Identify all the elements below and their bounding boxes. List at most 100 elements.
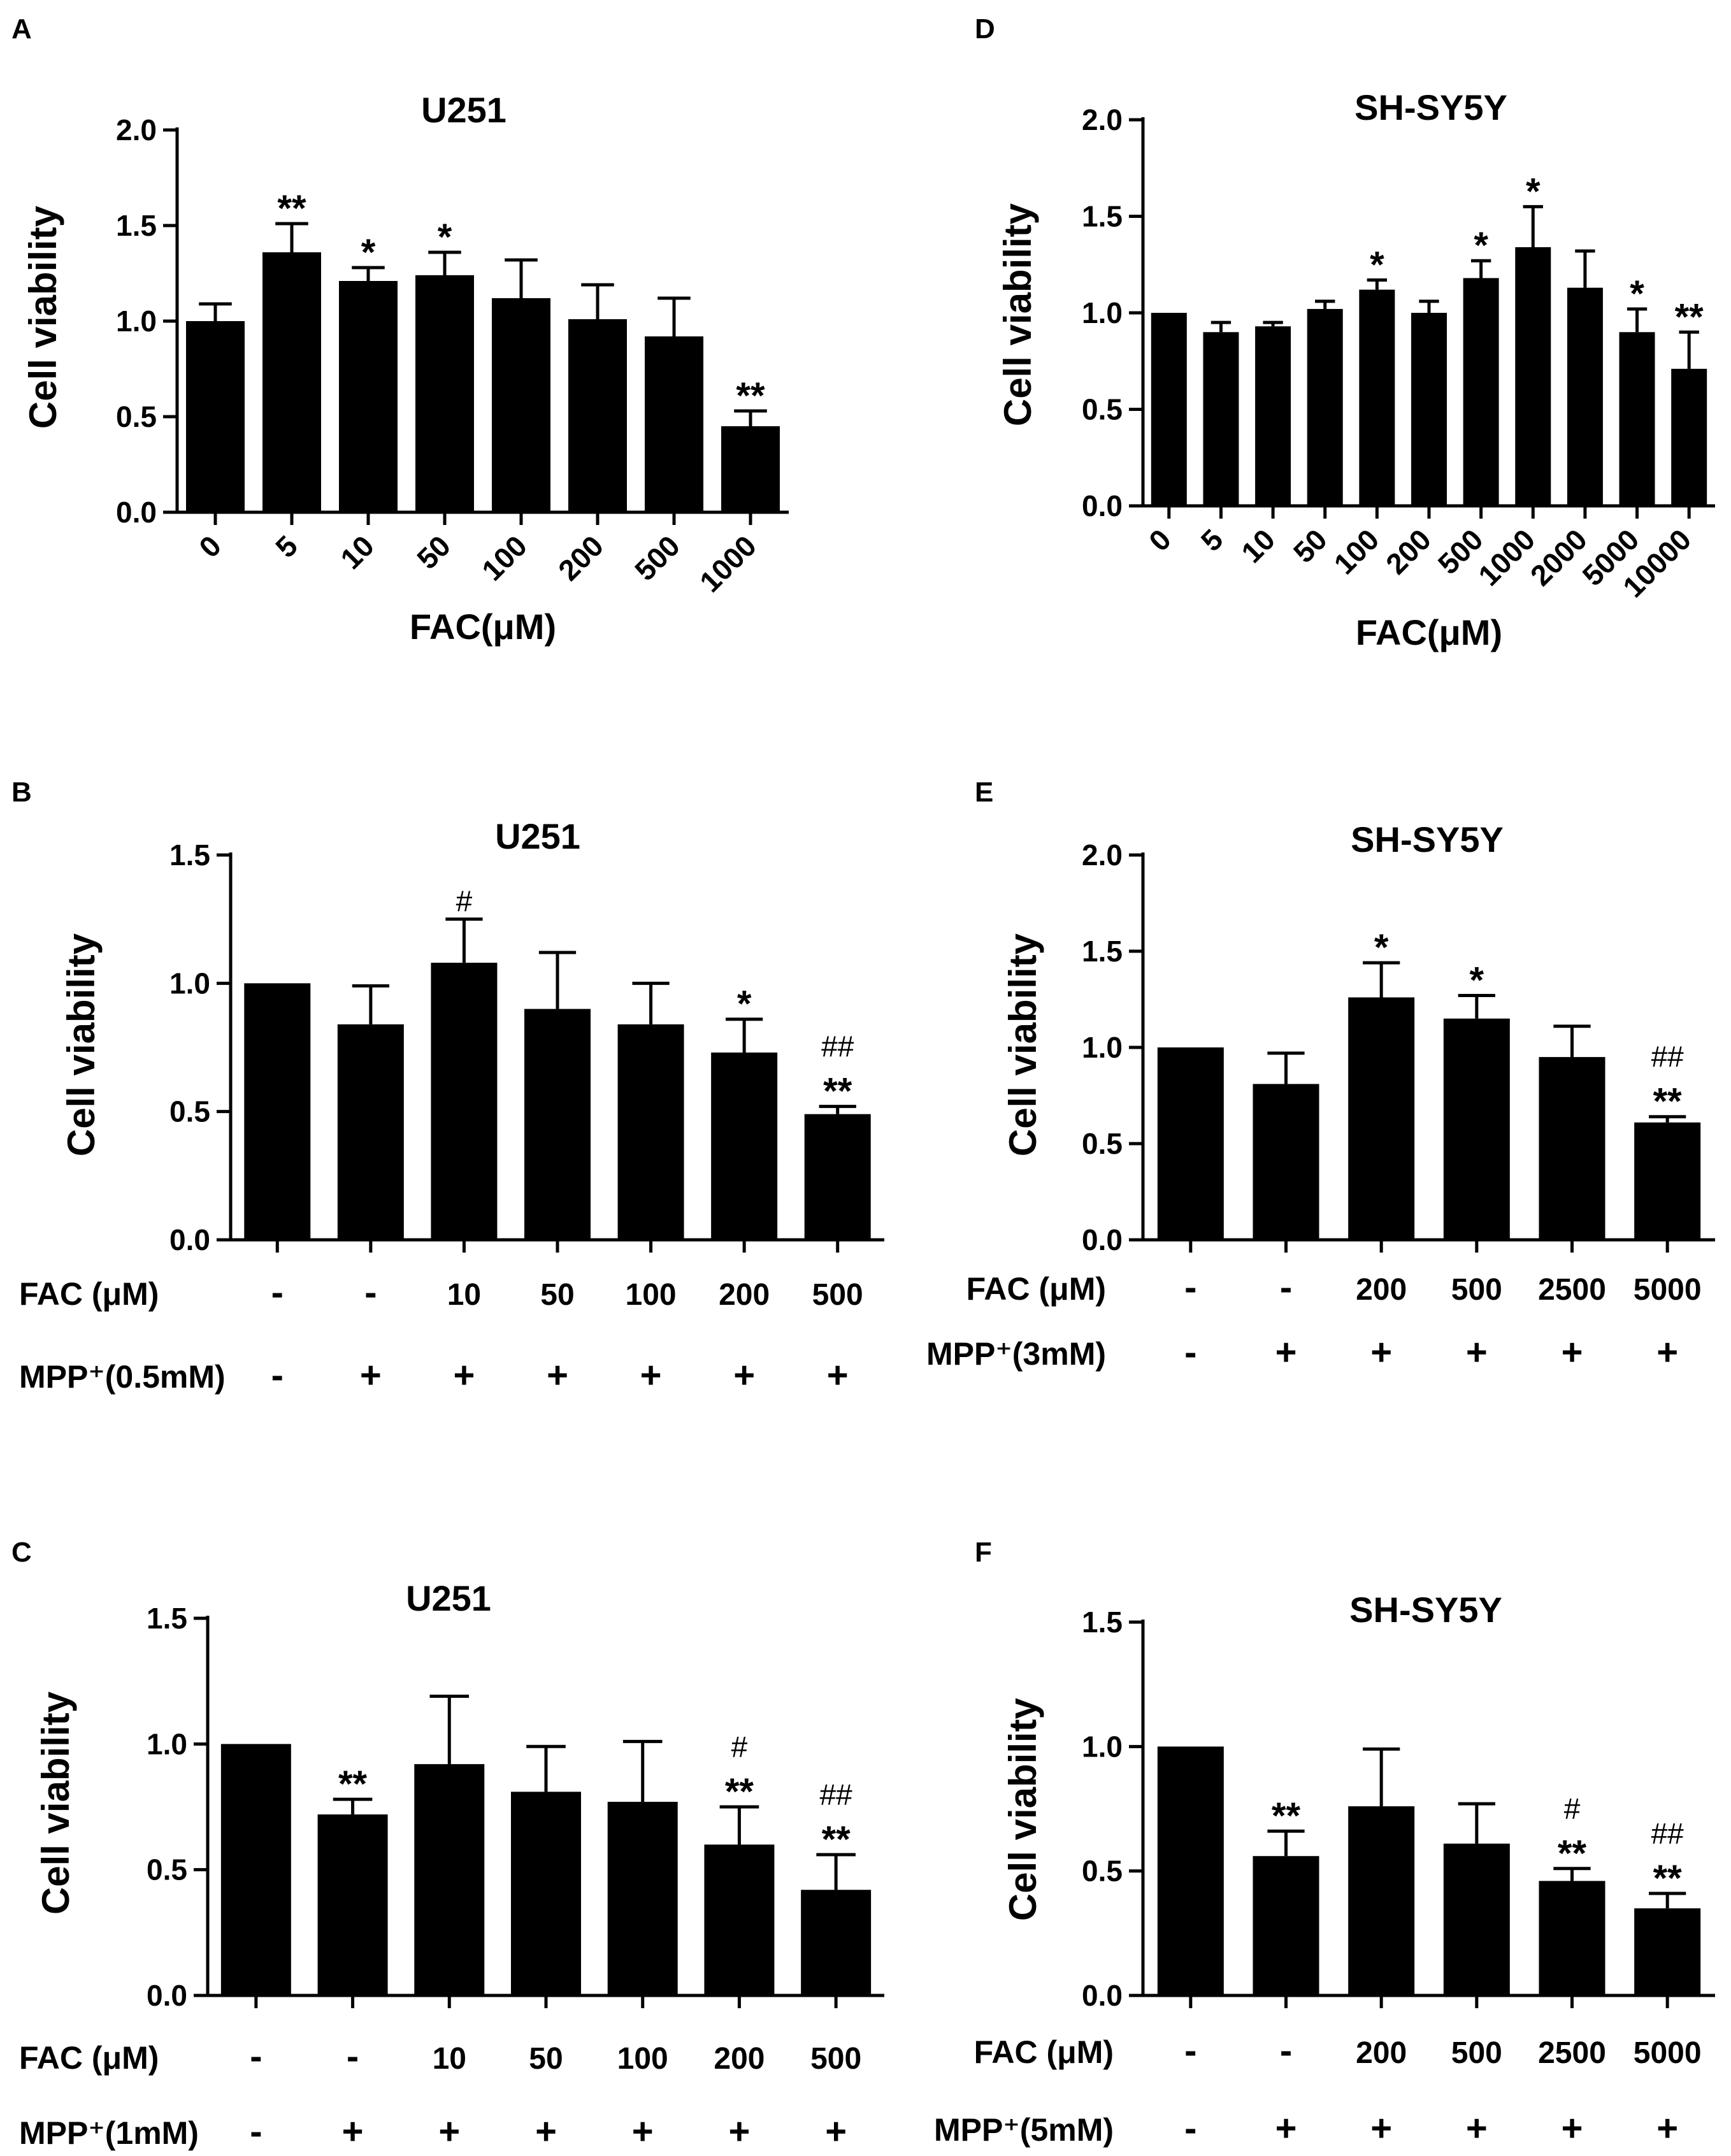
treatment-value: - [250,2036,262,2077]
bar [804,1114,871,1240]
y-tick-label: 1.0 [1082,1031,1123,1064]
treatment-value: + [342,2111,364,2152]
bar [511,1792,581,1995]
treatment-value: + [547,1355,568,1396]
treatment-value: - [1184,1332,1196,1373]
mpp-row-label: MPP⁺(1mM) [19,2115,199,2151]
y-tick-label: 1.5 [116,209,157,242]
bar [568,319,627,512]
significance-star: * [1470,959,1484,1001]
treatment-value: 10 [447,1278,481,1312]
bar [617,1024,684,1240]
bar [220,1744,291,1995]
treatment-value: 200 [1356,2036,1407,2070]
significance-star: ** [1653,1858,1683,1899]
bar [1151,313,1187,506]
bar [645,336,703,512]
bar [337,1024,404,1240]
panel-letter: C [11,1537,32,1568]
bar [1443,1843,1510,1995]
chart-title: U251 [421,90,506,130]
treatment-value: + [1275,1332,1297,1373]
y-tick-label: 1.0 [1082,1730,1123,1763]
y-tick-label: 1.5 [169,838,210,872]
treatment-value: 500 [810,2042,861,2076]
y-axis-label: Cell viability [34,1691,77,1915]
panel-letter: E [975,777,993,808]
treatment-value: + [825,2111,847,2152]
y-tick-label: 2.0 [1082,838,1123,872]
bar [1539,1057,1605,1240]
treatment-value: + [1275,2108,1297,2149]
bar [1253,1856,1319,1995]
y-tick-label: 0.0 [1082,489,1123,522]
y-tick-label: 0.5 [1082,1855,1123,1888]
treatment-value: - [1280,1267,1292,1308]
bar [1463,278,1499,506]
significance-star: * [438,217,452,258]
bar [524,1009,591,1240]
y-tick-label: 1.0 [147,1727,187,1760]
x-tick-label: 10 [334,529,380,575]
significance-star: ** [823,1071,852,1112]
y-tick-label: 0.5 [147,1853,187,1886]
treatment-value: 5000 [1634,1273,1702,1307]
y-tick-label: 1.0 [169,967,210,1000]
treatment-value: + [640,1355,662,1396]
bar [1348,1806,1415,1995]
significance-hash: ## [821,1030,854,1063]
x-tick-label: 0 [192,529,227,564]
bar [1671,368,1707,506]
y-tick-label: 0.0 [116,496,157,529]
mpp-row-label: MPP⁺(0.5mM) [19,1359,226,1395]
treatment-value: - [1280,2030,1292,2071]
chart-title: SH-SY5Y [1349,1590,1502,1630]
bar [1411,313,1447,506]
treatment-value: + [360,1355,382,1396]
bar [607,1802,678,1995]
x-tick-label: 50 [1287,522,1333,569]
bar [339,281,398,512]
bar [186,321,245,512]
bar [1634,1122,1701,1240]
treatment-value: + [632,2111,654,2152]
treatment-value: 10 [433,2042,466,2076]
treatment-value: 5000 [1634,2036,1702,2070]
bar [262,252,321,512]
chart-title: SH-SY5Y [1351,819,1504,859]
treatment-value: 50 [540,1278,574,1312]
treatment-value: + [728,2111,750,2152]
treatment-value: + [827,1355,849,1396]
x-tick-label: 50 [410,529,457,575]
treatment-value: 2500 [1538,1273,1606,1307]
bar [1255,326,1291,506]
panel-letter: D [975,13,995,45]
treatment-value: + [1466,2108,1488,2149]
significance-hash: ## [1651,1040,1684,1074]
y-tick-label: 0.5 [169,1095,210,1128]
significance-star: ** [822,1819,851,1860]
panel-f: F SH-SY5Y Cell viability 0.0 0.5 1.0 1.5 ** ** # *… [934,1537,1715,2149]
treatment-value: - [1184,2108,1196,2149]
x-axis-label: FAC(μM) [1356,612,1502,652]
treatment-value: - [1184,2030,1196,2071]
panel-letter: A [11,13,32,45]
significance-hash: # [731,1730,748,1764]
treatment-value: + [535,2111,557,2152]
treatment-value: 200 [719,1278,770,1312]
fac-row-label: FAC (μM) [19,1276,159,1312]
bar [415,275,474,512]
y-axis-label: Cell viability [1002,1697,1044,1921]
significance-star: * [361,232,376,273]
y-axis-label: Cell viability [1002,933,1044,1156]
significance-hash: ## [820,1778,853,1811]
significance-star: * [1474,225,1488,266]
mpp-row-label: MPP⁺(3mM) [926,1336,1106,1372]
significance-star: ** [1675,296,1704,338]
bar [317,1814,388,1995]
fac-row-label: FAC (μM) [974,2034,1114,2070]
